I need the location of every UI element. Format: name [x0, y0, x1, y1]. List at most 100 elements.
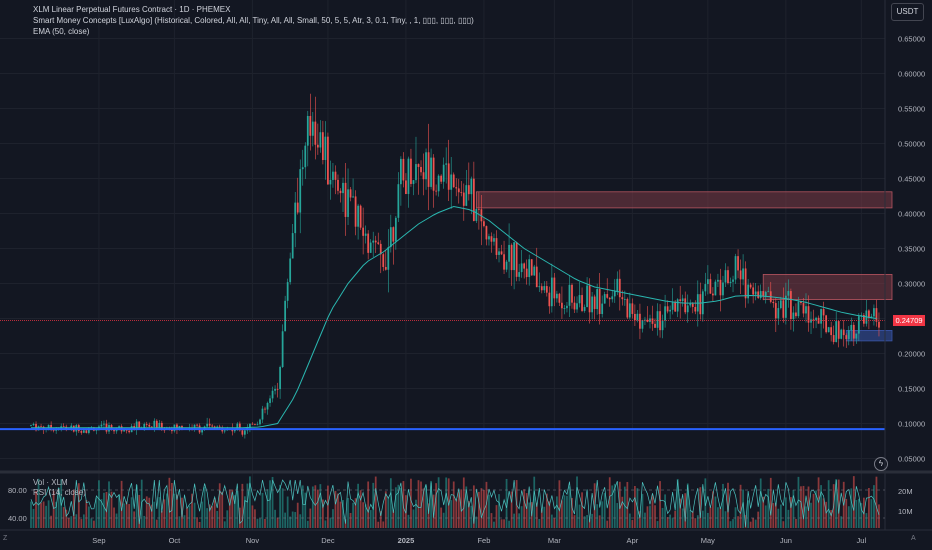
corner-right-label[interactable]: A [911, 535, 916, 542]
candle-body [435, 190, 437, 192]
candle-body [540, 286, 543, 291]
candle-body [498, 251, 500, 255]
volume-bar [332, 509, 334, 528]
volume-bar [827, 480, 830, 528]
price-tick-label: 0.35000 [898, 245, 925, 254]
volume-bar [67, 517, 70, 528]
candle-body [488, 236, 490, 240]
candle-body [634, 313, 636, 321]
price-tick-label: 0.65000 [898, 35, 925, 44]
volume-bar [306, 520, 309, 528]
volume-bar [772, 503, 775, 528]
volume-bar [98, 480, 100, 528]
candle-body [613, 291, 616, 297]
volume-bar [55, 501, 58, 528]
volume-bar [143, 515, 146, 528]
candle-body [689, 303, 692, 306]
rsi-label[interactable]: RSI (14, close) [33, 488, 86, 497]
volume-bar [754, 519, 757, 528]
volume-bar [269, 480, 271, 528]
price-tick-label: 0.05000 [898, 455, 925, 464]
corner-left-label[interactable]: Z [3, 535, 8, 542]
volume-bar [873, 485, 875, 528]
volume-bar [505, 478, 508, 528]
volume-bar [327, 485, 329, 528]
candle-body [847, 330, 850, 339]
volume-bar [304, 492, 307, 528]
volume-bar [201, 501, 203, 528]
candle-body [462, 192, 465, 206]
candle-body [737, 256, 739, 271]
volume-bar [684, 493, 687, 528]
volume-bar [362, 502, 365, 528]
volume-bar [674, 510, 677, 528]
volume-bar [176, 494, 178, 528]
candle-body [500, 251, 503, 255]
volume-bar [339, 501, 342, 528]
candle-body [85, 430, 88, 433]
volume-bar [722, 483, 724, 528]
candle-body [259, 419, 261, 425]
volume-bar [125, 501, 128, 528]
volume-bar [148, 497, 151, 528]
candle-body [110, 425, 113, 429]
volume-tick-label: 20M [898, 487, 913, 496]
volume-bar [480, 488, 483, 528]
volume-bar [865, 513, 868, 528]
price-axis[interactable]: 0.65000 0.60000 0.55000 0.50000 0.45000 0.400… [898, 35, 925, 464]
volume-bar [72, 489, 75, 528]
volume-bar [483, 489, 485, 528]
candle-body [135, 421, 138, 430]
volume-bar [357, 483, 359, 528]
candle-body [852, 324, 855, 339]
volume-bar [379, 511, 382, 528]
last-price-tag: 0.24709 [893, 315, 925, 326]
volume-bar [377, 521, 380, 528]
volume-bar [75, 514, 78, 528]
volume-bar [158, 497, 161, 528]
volume-bar [603, 492, 606, 528]
volume-bar [769, 477, 772, 528]
time-axis[interactable]: Sep Oct Nov Dec 2025 Feb Mar Apr May Jun Jul [92, 536, 866, 545]
volume-bar [782, 521, 785, 528]
candle-body [676, 299, 679, 312]
candle-body [513, 242, 515, 271]
candle-body [752, 287, 755, 295]
volume-bar [450, 500, 453, 528]
candle-body [586, 285, 588, 308]
volume-bar [820, 485, 822, 528]
volume-bar [795, 518, 797, 528]
candle-body [764, 291, 767, 296]
time-tick-label: Feb [477, 536, 490, 545]
candle-body [417, 164, 420, 167]
currency-button[interactable]: USDT [891, 3, 924, 21]
candle-body [55, 429, 58, 431]
candle-body [400, 158, 402, 185]
candle-body [394, 217, 397, 242]
volume-bar [478, 491, 480, 528]
volume-bar [314, 485, 317, 528]
volume-bar [621, 496, 624, 528]
volume-bar [875, 476, 878, 528]
candle-body [291, 233, 294, 259]
candle-body [651, 318, 654, 324]
candle-body [452, 174, 455, 188]
candle-body [349, 189, 352, 198]
candle-body [128, 430, 131, 433]
volume-bar [535, 502, 538, 528]
lightning-icon[interactable]: ϟ [874, 457, 888, 471]
candle-body [671, 301, 674, 310]
time-tick-label: Oct [169, 536, 182, 545]
volume-bar [679, 498, 682, 528]
volume-bar [243, 496, 246, 528]
volume-bar [319, 484, 322, 528]
candle-body [538, 286, 541, 288]
volume-bar [641, 493, 644, 528]
time-tick-label: Dec [321, 536, 335, 545]
time-tick-label: Sep [92, 536, 105, 545]
candle-body [616, 278, 619, 292]
volume-label[interactable]: Vol · XLM [33, 478, 68, 487]
candle-body [747, 284, 750, 299]
candle-body [528, 259, 531, 278]
